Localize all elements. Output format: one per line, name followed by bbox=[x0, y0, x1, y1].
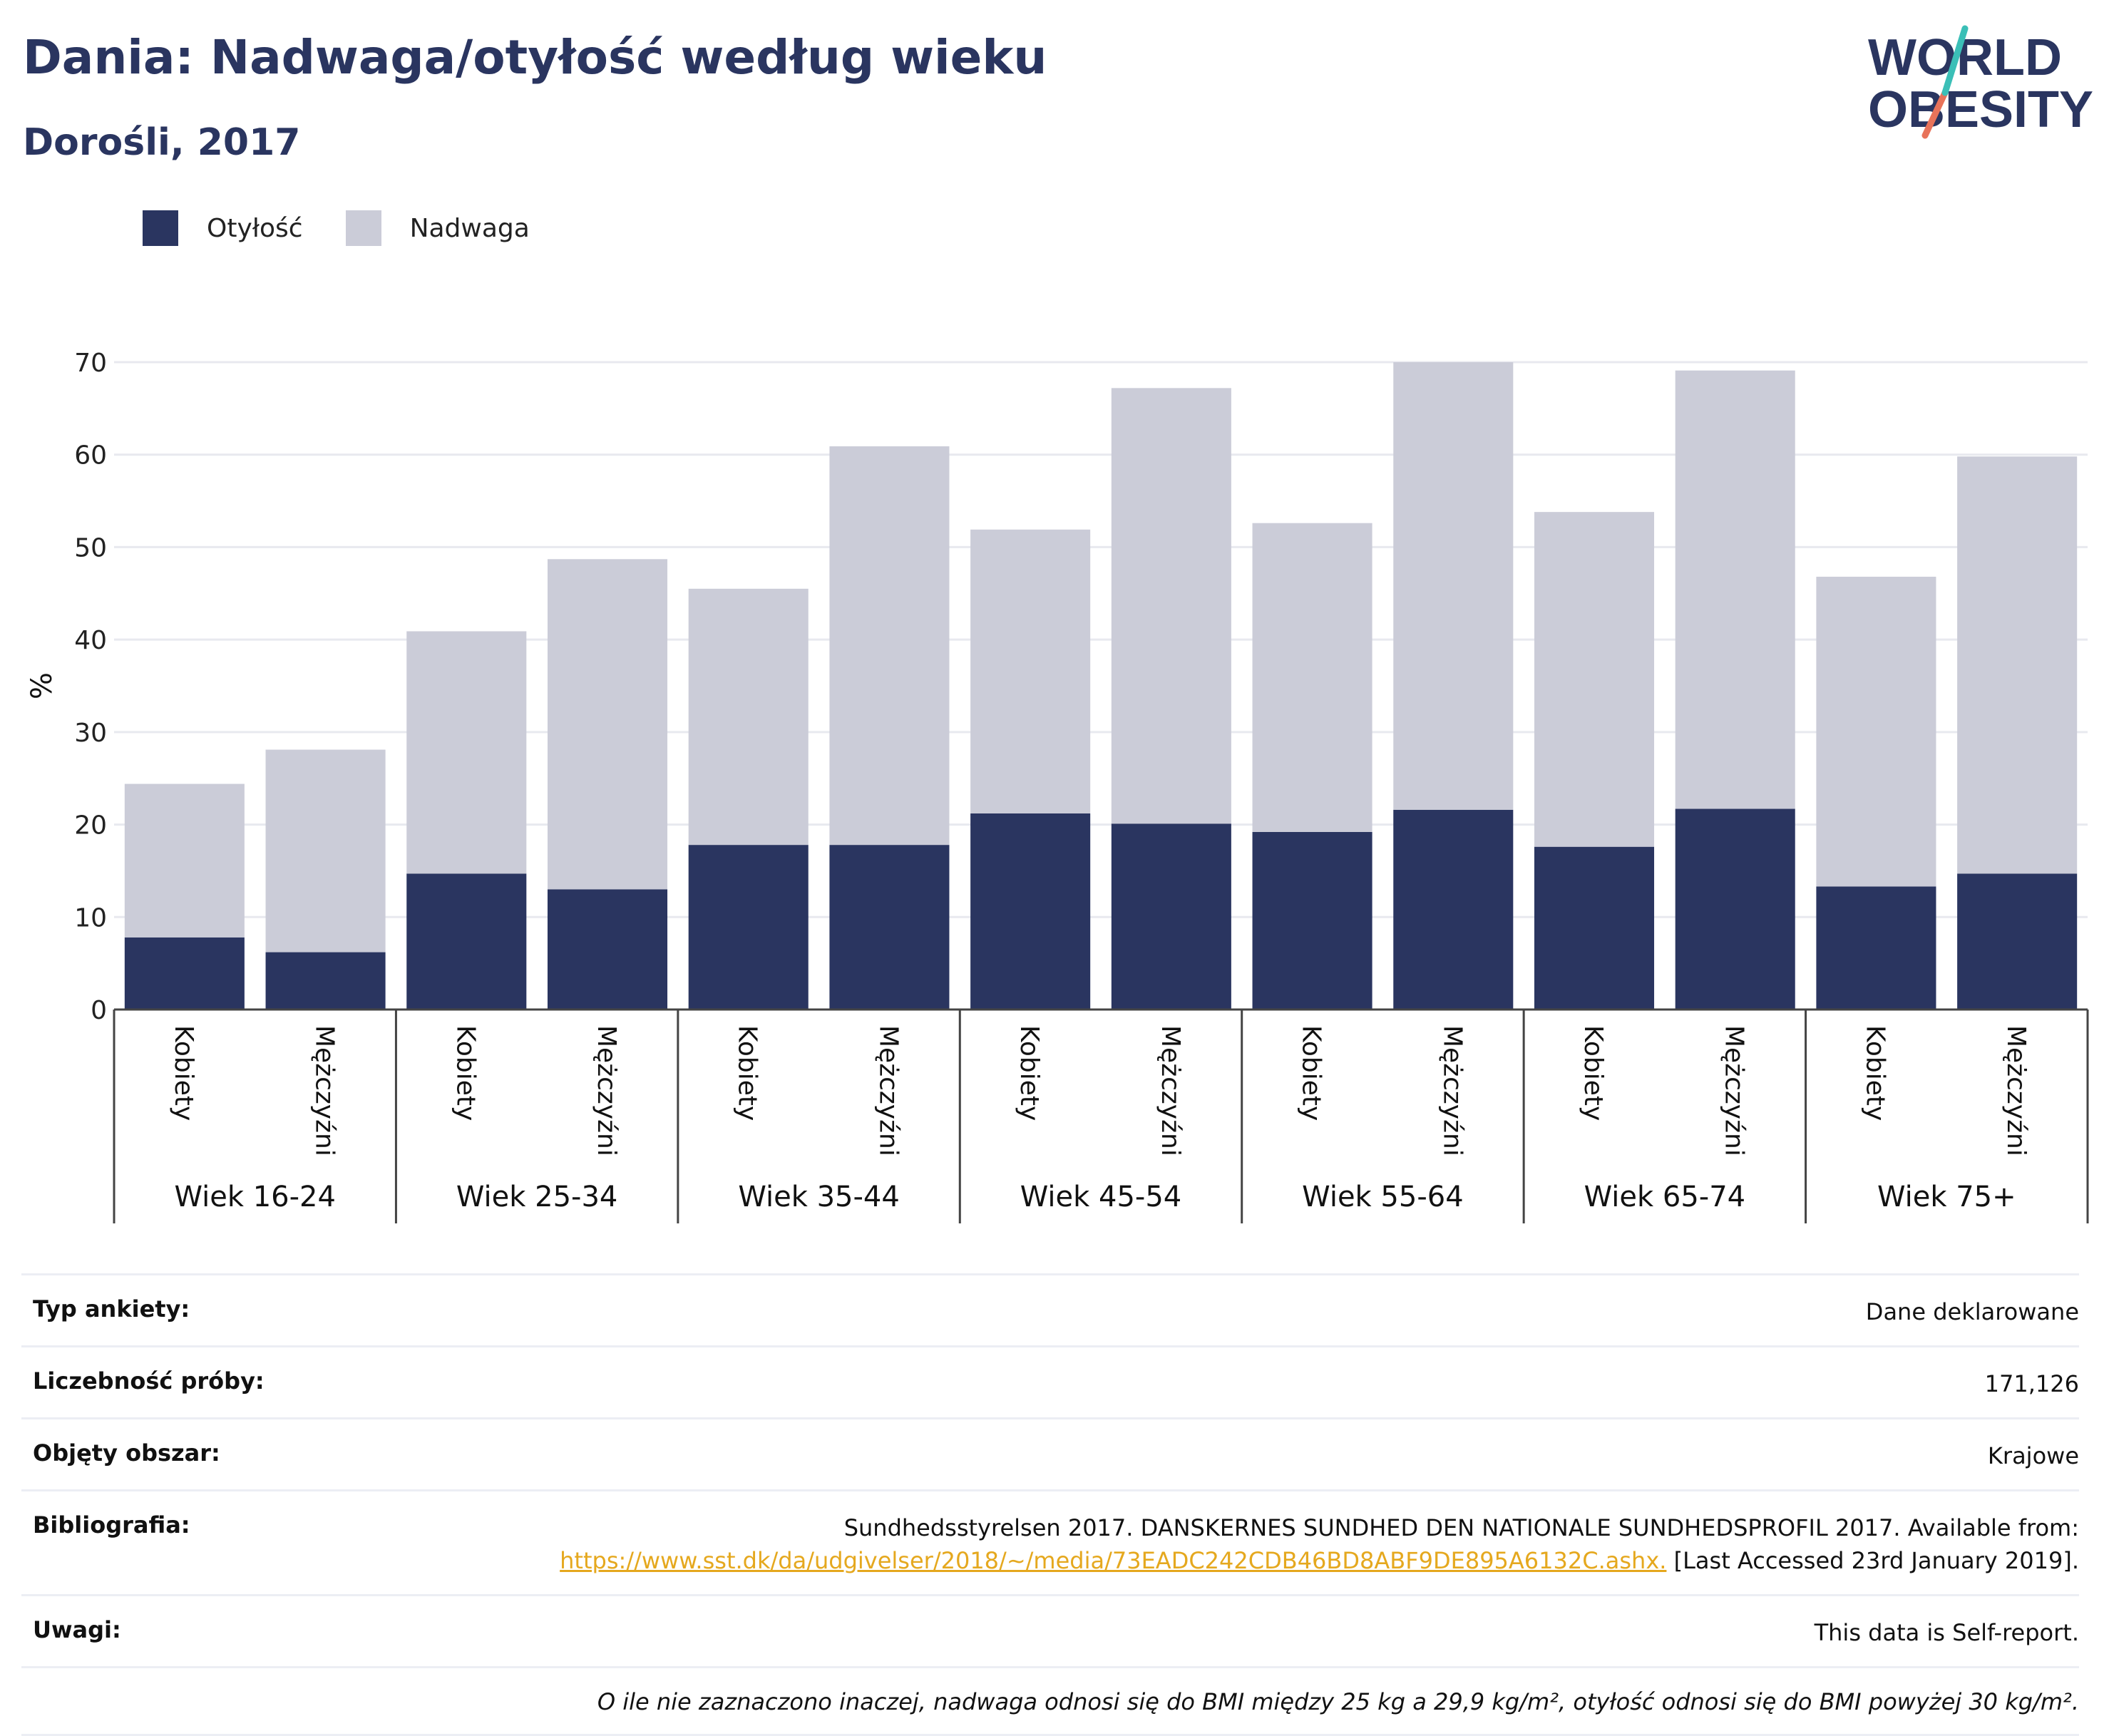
bar-obesity bbox=[829, 845, 950, 1010]
x-subcategory-label: Kobiety bbox=[451, 1025, 480, 1121]
info-row-area: Objęty obszar: Krajowe bbox=[21, 1417, 2079, 1489]
y-tick-label: 60 bbox=[74, 441, 107, 471]
bar-overweight bbox=[547, 559, 668, 890]
notes-label: Uwagi: bbox=[33, 1616, 121, 1643]
bar-obesity bbox=[406, 873, 527, 1010]
bar-obesity bbox=[1111, 823, 1231, 1010]
area-label: Objęty obszar: bbox=[33, 1439, 220, 1467]
bar-obesity bbox=[1816, 886, 1936, 1010]
y-tick-label: 50 bbox=[74, 533, 107, 563]
x-subcategory-label: Kobiety bbox=[1297, 1025, 1326, 1121]
info-row-sample-size: Liczebność próby: 171,126 bbox=[21, 1345, 2079, 1417]
x-group-label: Wiek 75+ bbox=[1877, 1181, 2016, 1213]
bar-overweight bbox=[1111, 388, 1231, 824]
bar-obesity bbox=[1534, 846, 1655, 1010]
bar-obesity bbox=[1393, 809, 1514, 1010]
world-obesity-logo: WORLD OBESITY bbox=[1868, 25, 2093, 139]
chart-title: Dania: Nadwaga/otyłość według wieku bbox=[23, 30, 1047, 85]
x-group-label: Wiek 65-74 bbox=[1584, 1181, 1746, 1213]
bar-overweight bbox=[1675, 370, 1795, 809]
x-subcategory-label: Mężczyźni bbox=[1437, 1025, 1467, 1156]
bar-overweight bbox=[1534, 512, 1655, 847]
sample-size-value: 171,126 bbox=[1984, 1370, 2079, 1397]
sample-size-label: Liczebność próby: bbox=[33, 1367, 265, 1395]
footnote: O ile nie zaznaczono inaczej, nadwaga od… bbox=[21, 1666, 2079, 1736]
y-tick-label: 0 bbox=[91, 996, 107, 1025]
stacked-bar-chart: 0 10 20 30 40 50 60 70% Kobiety Mężczyźni Kobiety M… bbox=[26, 349, 2089, 1223]
legend-overweight-label: Nadwaga bbox=[409, 213, 530, 243]
x-subcategory-label: Kobiety bbox=[1015, 1025, 1044, 1121]
y-tick-label: 10 bbox=[74, 903, 107, 933]
survey-type-value: Dane deklarowane bbox=[1865, 1298, 2079, 1325]
y-tick-label: 20 bbox=[74, 811, 107, 841]
x-group-label: Wiek 55-64 bbox=[1302, 1181, 1464, 1213]
bar-overweight bbox=[124, 784, 245, 938]
logo-line2: OBESITY bbox=[1868, 81, 2093, 138]
x-group-label: Wiek 16-24 bbox=[174, 1181, 336, 1213]
bar-obesity bbox=[547, 889, 668, 1010]
bar-overweight bbox=[970, 529, 1091, 814]
bar-overweight bbox=[829, 446, 950, 846]
x-subcategory-label: Kobiety bbox=[733, 1025, 762, 1121]
info-table: Typ ankiety: Dane deklarowane Liczebność… bbox=[21, 1273, 2079, 1736]
x-subcategory-label: Kobiety bbox=[1860, 1025, 1889, 1121]
x-subcategory-label: Mężczyźni bbox=[2001, 1025, 2031, 1156]
x-group-label: Wiek 35-44 bbox=[738, 1181, 900, 1213]
bar-overweight bbox=[1393, 362, 1514, 810]
bar-obesity bbox=[1252, 831, 1372, 1010]
bar-obesity bbox=[124, 937, 245, 1010]
bibliography-value: Sundhedsstyrelsen 2017. DANSKERNES SUNDH… bbox=[560, 1511, 2079, 1577]
notes-value: This data is Self-report. bbox=[1814, 1619, 2079, 1646]
bar-overweight bbox=[688, 588, 809, 846]
x-group-label: Wiek 45-54 bbox=[1020, 1181, 1182, 1213]
bar-overweight bbox=[265, 749, 386, 952]
x-subcategory-label: Mężczyźni bbox=[1720, 1025, 1749, 1156]
info-row-notes: Uwagi: This data is Self-report. bbox=[21, 1594, 2079, 1666]
bibliography-label: Bibliografia: bbox=[33, 1511, 190, 1539]
x-group-label: Wiek 25-34 bbox=[456, 1181, 618, 1213]
info-row-survey-type: Typ ankiety: Dane deklarowane bbox=[21, 1273, 2079, 1345]
y-tick-label: 70 bbox=[74, 349, 107, 378]
bar-obesity bbox=[688, 845, 809, 1010]
legend-obesity-swatch bbox=[143, 210, 178, 246]
bar-overweight bbox=[1816, 576, 1936, 887]
bar-obesity bbox=[265, 952, 386, 1010]
survey-type-label: Typ ankiety: bbox=[33, 1295, 190, 1322]
bibliography-link[interactable]: https://www.sst.dk/da/udgivelser/2018/~/… bbox=[560, 1547, 1667, 1574]
bibliography-text: Sundhedsstyrelsen 2017. DANSKERNES SUNDH… bbox=[843, 1514, 2079, 1541]
x-subcategory-label: Mężczyźni bbox=[1156, 1025, 1185, 1156]
x-subcategory-label: Kobiety bbox=[169, 1025, 198, 1121]
legend-overweight-swatch bbox=[345, 210, 381, 246]
bar-overweight bbox=[406, 631, 527, 874]
x-subcategory-label: Mężczyźni bbox=[310, 1025, 339, 1156]
legend: Otyłość Nadwaga bbox=[143, 210, 573, 246]
bar-overweight bbox=[1252, 523, 1372, 832]
bar-overweight bbox=[1957, 456, 2078, 874]
y-axis-label: % bbox=[26, 672, 58, 699]
bibliography-suffix: [Last Accessed 23rd January 2019]. bbox=[1666, 1547, 2079, 1574]
bar-obesity bbox=[1957, 873, 2078, 1010]
x-subcategory-label: Mężczyźni bbox=[873, 1025, 903, 1156]
y-tick-label: 40 bbox=[74, 626, 107, 655]
bar-obesity bbox=[1675, 808, 1795, 1010]
x-subcategory-label: Mężczyźni bbox=[592, 1025, 621, 1156]
bar-obesity bbox=[970, 813, 1091, 1010]
area-value: Krajowe bbox=[1987, 1442, 2079, 1469]
y-tick-label: 30 bbox=[74, 719, 107, 748]
info-row-bibliography: Bibliografia: Sundhedsstyrelsen 2017. DA… bbox=[21, 1489, 2079, 1594]
legend-obesity-label: Otyłość bbox=[207, 213, 303, 243]
x-subcategory-label: Kobiety bbox=[1579, 1025, 1608, 1121]
chart-subtitle: Dorośli, 2017 bbox=[23, 121, 301, 164]
